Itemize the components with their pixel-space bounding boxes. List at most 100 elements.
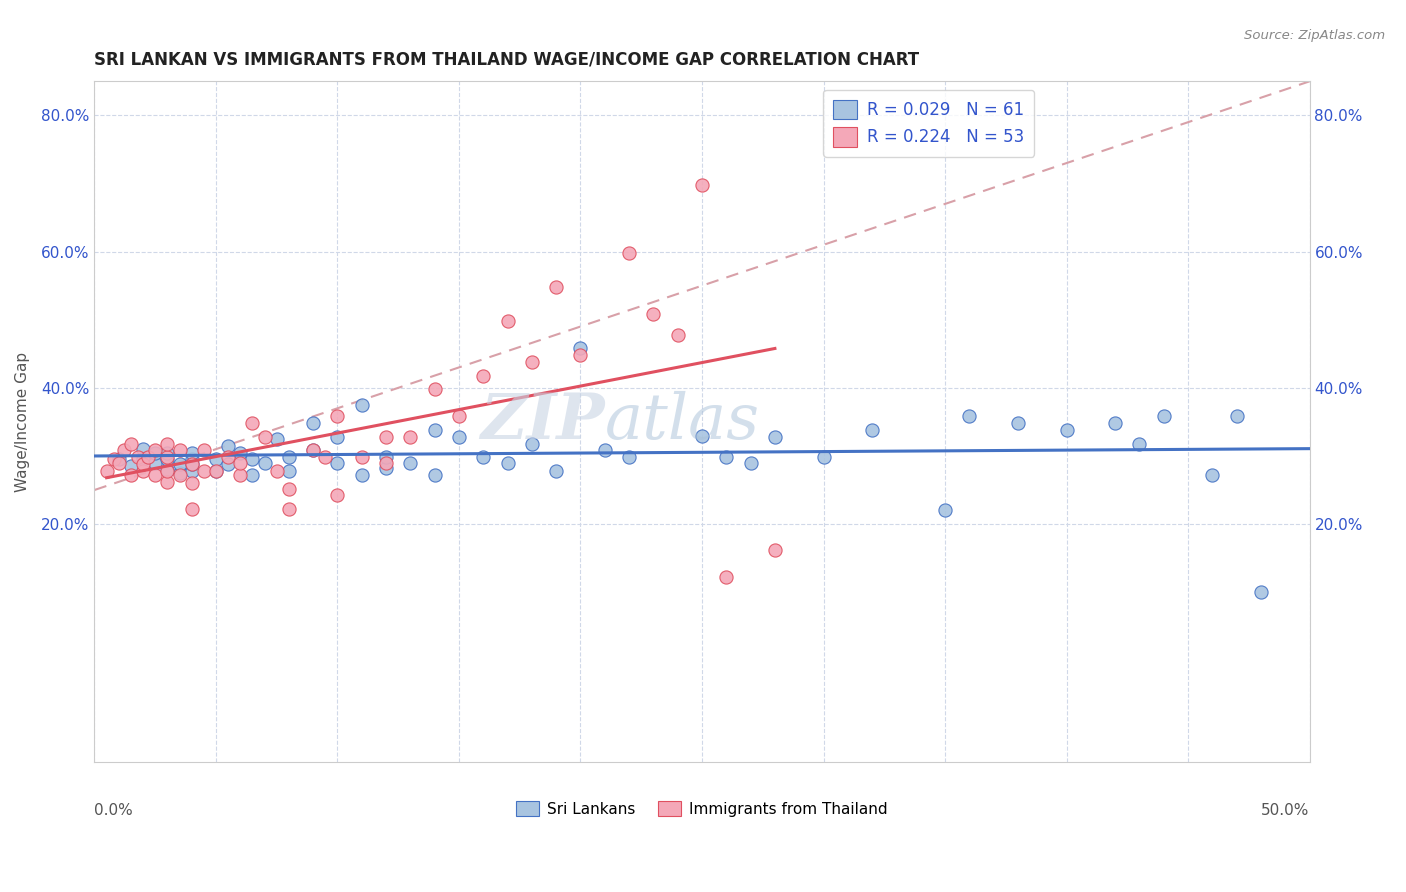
Point <box>120 468 142 483</box>
Point <box>860 423 883 437</box>
Point <box>156 462 179 476</box>
Point <box>423 423 446 437</box>
Point <box>193 464 215 478</box>
Point <box>763 543 786 558</box>
Point <box>569 348 592 362</box>
Point <box>326 409 349 424</box>
Point <box>143 456 166 470</box>
Text: ZIP: ZIP <box>481 391 605 452</box>
Point <box>217 450 239 465</box>
Point <box>350 468 373 483</box>
Point <box>375 461 398 475</box>
Point <box>156 436 179 450</box>
Point <box>472 368 495 383</box>
Point <box>520 355 543 369</box>
Point <box>132 464 155 478</box>
Point <box>472 450 495 465</box>
Point <box>1104 416 1126 430</box>
Point <box>156 452 179 467</box>
Point <box>375 430 398 444</box>
Point <box>205 464 228 478</box>
Point <box>546 464 568 478</box>
Point <box>156 464 179 478</box>
Point <box>169 457 191 471</box>
Point <box>242 416 264 430</box>
Point <box>617 246 640 260</box>
Point <box>156 450 179 465</box>
Legend: Sri Lankans, Immigrants from Thailand: Sri Lankans, Immigrants from Thailand <box>510 795 894 823</box>
Point <box>643 307 665 321</box>
Point <box>1153 409 1175 424</box>
Point <box>277 502 299 516</box>
Point <box>716 570 738 584</box>
Point <box>136 450 159 465</box>
Point <box>546 280 568 294</box>
Point <box>350 450 373 465</box>
Point <box>112 443 135 458</box>
Point <box>217 457 239 471</box>
Point <box>1226 409 1249 424</box>
Point <box>120 436 142 450</box>
Point <box>242 468 264 483</box>
Point <box>569 342 592 356</box>
Point <box>180 476 202 491</box>
Point <box>205 464 228 478</box>
Point <box>107 456 129 470</box>
Point <box>229 468 252 483</box>
Point <box>520 436 543 450</box>
Point <box>103 452 125 467</box>
Point <box>375 450 398 465</box>
Point <box>180 457 202 471</box>
Point <box>217 439 239 453</box>
Point <box>127 450 149 465</box>
Point <box>716 450 738 465</box>
Text: 50.0%: 50.0% <box>1261 804 1309 818</box>
Point <box>593 443 616 458</box>
Text: atlas: atlas <box>605 391 759 452</box>
Point <box>180 452 202 467</box>
Point <box>1007 416 1029 430</box>
Point <box>934 503 956 517</box>
Point <box>143 443 166 458</box>
Point <box>229 445 252 459</box>
Point <box>277 482 299 496</box>
Point <box>169 443 191 458</box>
Point <box>447 430 470 444</box>
Point <box>169 468 191 483</box>
Point <box>399 430 422 444</box>
Point <box>813 450 835 465</box>
Point <box>740 456 762 470</box>
Point <box>302 416 325 430</box>
Point <box>326 456 349 470</box>
Point <box>132 452 155 467</box>
Point <box>132 457 155 471</box>
Point <box>666 327 689 342</box>
Point <box>96 464 118 478</box>
Point <box>277 450 299 465</box>
Point <box>266 432 288 446</box>
Point <box>143 445 166 459</box>
Point <box>132 442 155 457</box>
Point <box>350 398 373 412</box>
Point <box>1128 436 1150 450</box>
Point <box>375 456 398 470</box>
Text: Source: ZipAtlas.com: Source: ZipAtlas.com <box>1244 29 1385 42</box>
Point <box>423 468 446 483</box>
Point <box>242 451 264 466</box>
Point <box>143 468 166 483</box>
Point <box>1250 585 1272 599</box>
Point <box>423 382 446 396</box>
Point <box>496 456 519 470</box>
Point <box>180 445 202 459</box>
Point <box>156 475 179 489</box>
Y-axis label: Wage/Income Gap: Wage/Income Gap <box>15 351 30 492</box>
Point <box>1056 423 1078 437</box>
Point <box>156 445 179 459</box>
Point <box>302 443 325 458</box>
Point <box>253 456 276 470</box>
Point <box>326 488 349 502</box>
Point <box>180 464 202 478</box>
Point <box>229 456 252 470</box>
Point <box>277 464 299 478</box>
Point <box>302 443 325 458</box>
